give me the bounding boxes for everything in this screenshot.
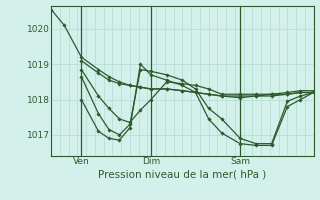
X-axis label: Pression niveau de la mer( hPa ): Pression niveau de la mer( hPa ) [98, 169, 267, 179]
